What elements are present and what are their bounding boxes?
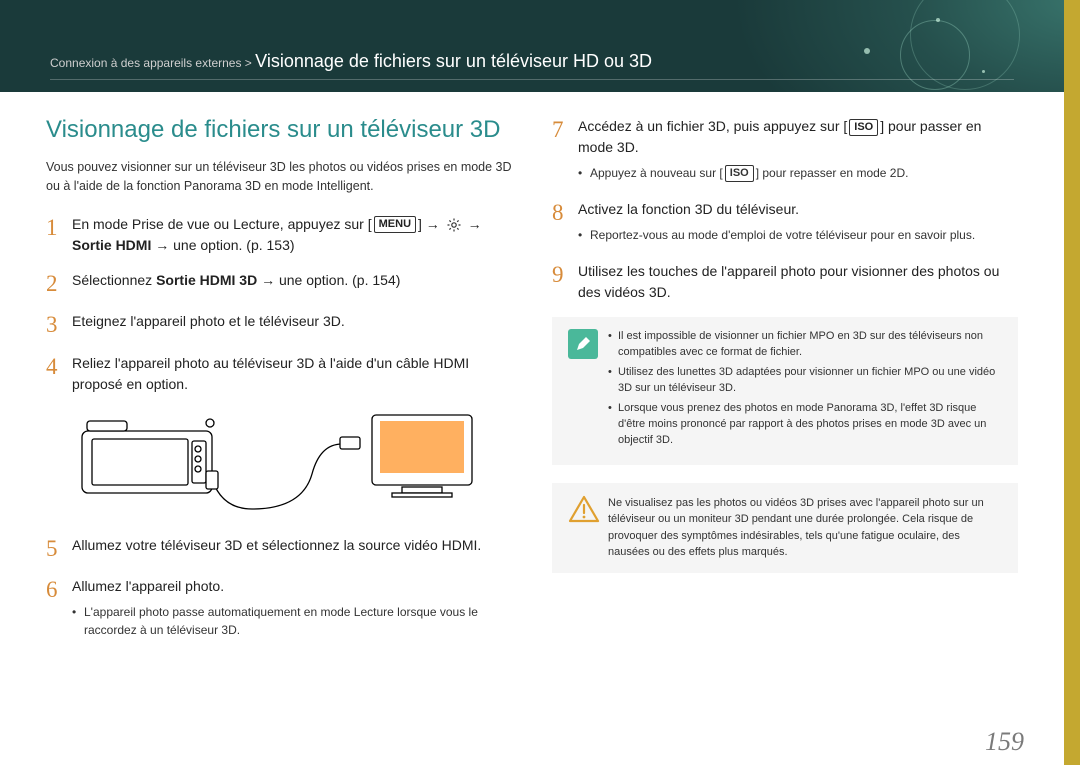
hdmi-cable-icon xyxy=(206,437,360,509)
step-number: 6 xyxy=(46,576,72,642)
steps-list-left-cont: 5 Allumez votre téléviseur 3D et sélecti… xyxy=(46,535,512,643)
step-number: 9 xyxy=(552,261,578,303)
intro-text: Vous pouvez visionner sur un téléviseur … xyxy=(46,158,512,196)
sub-bullet-item: L'appareil photo passe automatiquement e… xyxy=(72,603,512,639)
step-8: 8 Activez la fonction 3D du téléviseur. … xyxy=(552,199,1018,247)
step-number: 2 xyxy=(46,270,72,298)
sub-bullet-list: Reportez-vous au mode d'emploi de votre … xyxy=(578,226,1018,244)
steps-list-left: 1 En mode Prise de vue ou Lecture, appuy… xyxy=(46,214,512,395)
step-text: Reliez l'appareil photo au téléviseur 3D… xyxy=(72,353,512,395)
step-text: Sélectionnez Sortie HDMI 3D → une option… xyxy=(72,270,512,298)
step-text: Activez la fonction 3D du téléviseur. Re… xyxy=(578,199,1018,247)
page-body: Visionnage de fichiers sur un téléviseur… xyxy=(0,92,1064,765)
connection-diagram xyxy=(72,409,512,519)
step-text: Utilisez les touches de l'appareil photo… xyxy=(578,261,1018,303)
warning-icon xyxy=(568,495,608,561)
step-number: 8 xyxy=(552,199,578,247)
iso-icon: ISO xyxy=(849,119,878,136)
step-number: 7 xyxy=(552,116,578,185)
page-header: Connexion à des appareils externes > Vis… xyxy=(0,0,1064,92)
note-item: Lorsque vous prenez des photos en mode P… xyxy=(608,401,1002,449)
note-item: Il est impossible de visionner un fichie… xyxy=(608,329,1002,361)
note-item: Utilisez des lunettes 3D adaptées pour v… xyxy=(608,365,1002,397)
page-number: 159 xyxy=(985,727,1024,757)
left-column: Visionnage de fichiers sur un téléviseur… xyxy=(46,116,512,749)
step-9: 9 Utilisez les touches de l'appareil pho… xyxy=(552,261,1018,303)
gear-icon xyxy=(446,217,462,233)
step-3: 3 Eteignez l'appareil photo et le télévi… xyxy=(46,311,512,339)
step-text: Eteignez l'appareil photo et le télévise… xyxy=(72,311,512,339)
step-number: 5 xyxy=(46,535,72,563)
tv-icon xyxy=(372,415,472,497)
sub-bullet-list: L'appareil photo passe automatiquement e… xyxy=(72,603,512,639)
warning-text: Ne visualisez pas les photos ou vidéos 3… xyxy=(608,495,1002,561)
steps-list-right: 7 Accédez à un fichier 3D, puis appuyez … xyxy=(552,116,1018,303)
step-7: 7 Accédez à un fichier 3D, puis appuyez … xyxy=(552,116,1018,185)
warning-note: Ne visualisez pas les photos ou vidéos 3… xyxy=(552,483,1018,573)
step-number: 1 xyxy=(46,214,72,256)
step-4: 4 Reliez l'appareil photo au téléviseur … xyxy=(46,353,512,395)
step-number: 3 xyxy=(46,311,72,339)
pen-icon xyxy=(568,329,608,453)
sub-bullet-item: Reportez-vous au mode d'emploi de votre … xyxy=(578,226,1018,244)
right-column: 7 Accédez à un fichier 3D, puis appuyez … xyxy=(552,116,1018,749)
step-6: 6 Allumez l'appareil photo. L'appareil p… xyxy=(46,576,512,642)
iso-icon: ISO xyxy=(725,165,754,182)
step-text: Accédez à un fichier 3D, puis appuyez su… xyxy=(578,116,1018,185)
camera-icon xyxy=(82,419,214,493)
note-list: Il est impossible de visionner un fichie… xyxy=(608,329,1002,453)
step-text: En mode Prise de vue ou Lecture, appuyez… xyxy=(72,214,512,256)
breadcrumb-current: Visionnage de fichiers sur un téléviseur… xyxy=(255,51,652,71)
step-text: Allumez l'appareil photo. L'appareil pho… xyxy=(72,576,512,642)
step-number: 4 xyxy=(46,353,72,395)
sub-bullet-item: Appuyez à nouveau sur [ISO] pour repasse… xyxy=(578,164,1018,182)
step-text: Allumez votre téléviseur 3D et sélection… xyxy=(72,535,512,563)
breadcrumb-prefix: Connexion à des appareils externes > xyxy=(50,56,255,70)
step-1: 1 En mode Prise de vue ou Lecture, appuy… xyxy=(46,214,512,256)
info-note: Il est impossible de visionner un fichie… xyxy=(552,317,1018,465)
step-2: 2 Sélectionnez Sortie HDMI 3D → une opti… xyxy=(46,270,512,298)
breadcrumb: Connexion à des appareils externes > Vis… xyxy=(50,51,652,92)
menu-icon: MENU xyxy=(374,216,416,233)
section-title: Visionnage de fichiers sur un téléviseur… xyxy=(46,116,512,144)
step-5: 5 Allumez votre téléviseur 3D et sélecti… xyxy=(46,535,512,563)
header-rule xyxy=(50,79,1014,80)
chapter-tab xyxy=(1064,0,1080,765)
sub-bullet-list: Appuyez à nouveau sur [ISO] pour repasse… xyxy=(578,164,1018,182)
diagram-svg xyxy=(72,409,482,519)
